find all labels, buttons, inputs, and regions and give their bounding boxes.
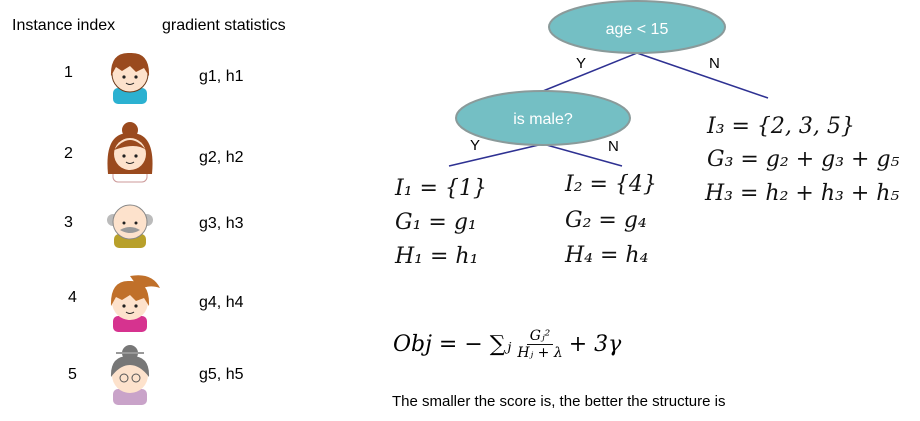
edge-root-yes bbox=[542, 52, 638, 92]
edge-root-no bbox=[636, 52, 769, 99]
leaf2-G: G₂ = g₄ bbox=[565, 208, 647, 233]
gradient-stat: g5, h5 bbox=[199, 366, 244, 383]
gradient-stat: g4, h4 bbox=[199, 294, 244, 311]
grandpa-avatar-icon bbox=[107, 204, 153, 248]
root-node bbox=[548, 0, 726, 54]
objective-numerator: Gⱼ² bbox=[526, 328, 554, 345]
objective-fraction: Gⱼ² Hⱼ + λ bbox=[517, 328, 562, 361]
root-no-label: N bbox=[709, 55, 720, 72]
leaf3-H: H₃ = h₂ + h₃ + h₅ bbox=[705, 181, 900, 206]
root-yes-label: Y bbox=[576, 55, 586, 72]
objective-lhs: Obj = − ∑ⱼ bbox=[393, 332, 512, 357]
gradient-stat: g1, h1 bbox=[199, 68, 244, 85]
boy-avatar-icon bbox=[110, 52, 150, 104]
instance-index: 4 bbox=[68, 289, 77, 306]
objective-tail: + 3γ bbox=[568, 332, 622, 357]
caption: The smaller the score is, the better the… bbox=[392, 393, 726, 410]
leaf1-H: H₁ = h₁ bbox=[395, 244, 479, 269]
gradient-statistics-header: gradient statistics bbox=[162, 17, 286, 34]
leaf3-I: I₃ = {2, 3, 5} bbox=[707, 114, 855, 139]
instance-index: 3 bbox=[64, 214, 73, 231]
leaf1-I: I₁ = {1} bbox=[395, 176, 487, 201]
gradient-stat: g2, h2 bbox=[199, 149, 244, 166]
instance-index-header: Instance index bbox=[12, 17, 116, 34]
leaf3-G: G₃ = g₂ + g₃ + g₅ bbox=[707, 147, 900, 172]
child-no-label: N bbox=[608, 138, 619, 155]
instance-index: 1 bbox=[64, 64, 73, 81]
leaf2-I: I₂ = {4} bbox=[565, 172, 657, 197]
grandma-avatar-icon bbox=[110, 345, 150, 405]
gradient-stat: g3, h3 bbox=[199, 215, 244, 232]
objective-formula: Obj = − ∑ⱼ Gⱼ² Hⱼ + λ + 3γ bbox=[393, 328, 621, 361]
child-node-label: is male? bbox=[513, 111, 573, 128]
instance-index: 2 bbox=[64, 145, 73, 162]
woman-avatar-icon bbox=[107, 122, 153, 183]
instance-index: 5 bbox=[68, 366, 77, 383]
child-node bbox=[455, 90, 631, 146]
leaf1-G: G₁ = g₁ bbox=[395, 210, 477, 235]
root-node-label: age < 15 bbox=[606, 21, 669, 38]
edge-child-no bbox=[542, 143, 623, 167]
leaf2-H: H₄ = h₄ bbox=[565, 243, 649, 268]
edge-child-yes bbox=[448, 143, 544, 167]
child-yes-label: Y bbox=[470, 137, 480, 154]
girl-avatar-icon bbox=[110, 275, 160, 332]
objective-denominator: Hⱼ + λ bbox=[517, 345, 563, 361]
